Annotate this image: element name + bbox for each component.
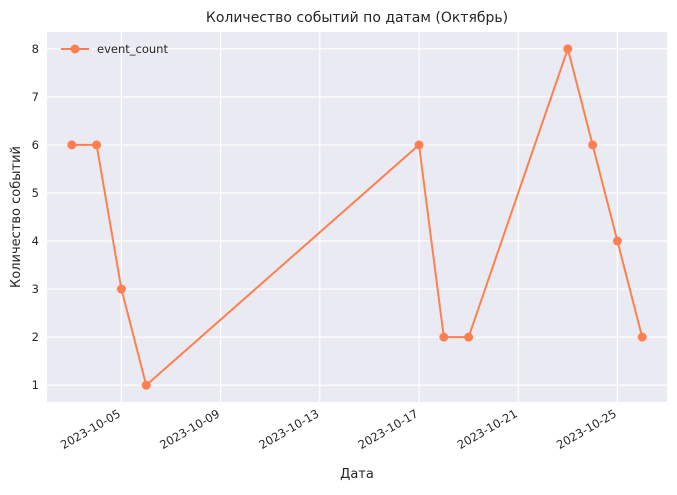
- y-tick-label: 1: [32, 378, 39, 392]
- data-point: [92, 140, 102, 150]
- data-point: [563, 44, 573, 54]
- data-point: [141, 380, 151, 390]
- data-point: [414, 140, 424, 150]
- y-axis-label: Количество событий: [9, 146, 24, 288]
- legend: event_count: [61, 42, 168, 56]
- grid: [47, 32, 667, 402]
- x-tick-label: 2023-10-25: [554, 406, 619, 452]
- x-tick-label: 2023-10-09: [157, 406, 222, 452]
- data-point: [67, 140, 77, 150]
- x-axis-ticks: 2023-10-05 2023-10-09 2023-10-13 2023-10-17…: [58, 406, 619, 452]
- legend-label: event_count: [97, 42, 168, 56]
- x-tick-label: 2023-10-17: [356, 406, 421, 452]
- y-tick-label: 4: [32, 234, 39, 248]
- x-tick-label: 2023-10-21: [455, 406, 520, 452]
- legend-marker: [70, 44, 80, 54]
- x-tick-label: 2023-10-13: [256, 406, 321, 452]
- y-tick-label: 2: [32, 330, 39, 344]
- data-point: [612, 236, 622, 246]
- y-tick-label: 5: [32, 186, 39, 200]
- y-tick-label: 8: [32, 42, 39, 56]
- chart-title: Количество событий по датам (Октябрь): [206, 10, 508, 26]
- data-point: [637, 332, 647, 342]
- y-tick-label: 6: [32, 138, 39, 152]
- data-point: [116, 284, 126, 294]
- data-point: [588, 140, 598, 150]
- y-tick-label: 3: [32, 282, 39, 296]
- data-point: [439, 332, 449, 342]
- y-tick-label: 7: [32, 90, 39, 104]
- series-layer: [67, 44, 647, 390]
- y-axis-ticks: 1 2 3 4 5 6 7 8: [32, 42, 39, 392]
- x-axis-label: Дата: [340, 467, 374, 482]
- data-point: [464, 332, 474, 342]
- plot-area: [47, 32, 667, 402]
- x-tick-label: 2023-10-05: [58, 406, 123, 452]
